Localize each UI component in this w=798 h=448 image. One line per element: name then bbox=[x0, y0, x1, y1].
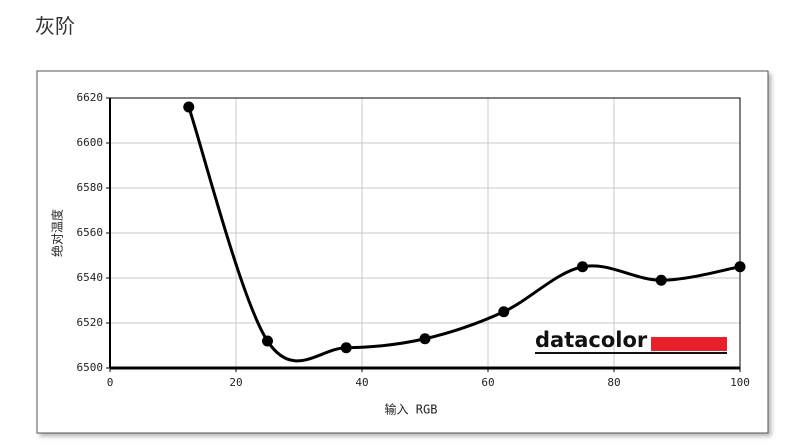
page-title: 灰阶 bbox=[35, 14, 75, 38]
point bbox=[183, 101, 195, 113]
point bbox=[340, 342, 352, 354]
x-tick-label: 0 bbox=[107, 376, 114, 389]
y-axis-label: 绝对温度 bbox=[50, 209, 65, 257]
x-tick-label: 40 bbox=[355, 376, 368, 389]
point bbox=[655, 274, 667, 286]
logo-bar bbox=[651, 337, 727, 351]
y-tick-label: 6620 bbox=[77, 91, 104, 104]
y-tick-label: 6540 bbox=[77, 271, 104, 284]
point bbox=[577, 261, 588, 273]
point bbox=[419, 333, 431, 345]
line bbox=[187, 106, 741, 363]
point bbox=[498, 306, 510, 318]
logo: datacolor bbox=[535, 328, 648, 352]
x-tick-label: 80 bbox=[607, 376, 620, 389]
x-axis-label: 输入 RGB bbox=[385, 402, 438, 417]
y-tick-label: 6560 bbox=[77, 226, 104, 239]
x-tick-label: 20 bbox=[229, 376, 242, 389]
y-tick-label: 6500 bbox=[77, 361, 104, 374]
x-tick-label: 60 bbox=[481, 376, 494, 389]
chart-frame bbox=[36, 70, 769, 434]
y-tick-label: 6520 bbox=[77, 316, 104, 329]
x-tick-label: 100 bbox=[730, 376, 750, 389]
point bbox=[734, 261, 746, 273]
y-tick-label: 6600 bbox=[77, 136, 104, 149]
y-tick-label: 6580 bbox=[77, 181, 104, 194]
point bbox=[262, 335, 273, 347]
plot: 6500 6520 6540 6560 6580 6600 6620 0 20 40 60 80 100 bbox=[77, 91, 750, 389]
